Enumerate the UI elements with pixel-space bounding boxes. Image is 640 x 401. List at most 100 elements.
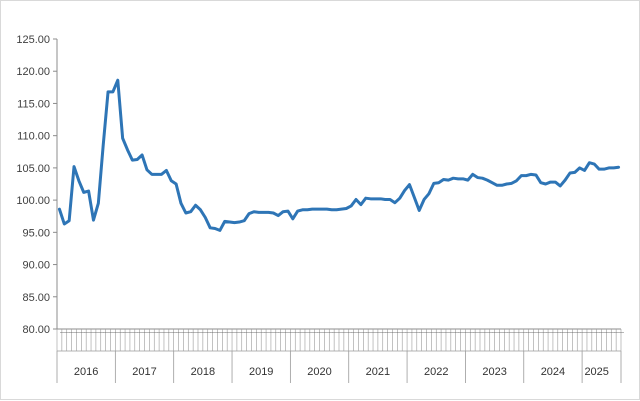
month-tick-label: |	[618, 332, 624, 333]
month-tick-label: |	[492, 332, 498, 333]
month-tick-label: |	[608, 332, 614, 333]
month-tick-label: |	[560, 332, 566, 333]
month-tick-label: |	[93, 332, 99, 333]
month-tick-label: |	[584, 332, 590, 333]
y-tick-label: 110.00	[17, 131, 50, 143]
month-tick-label: |	[365, 332, 371, 333]
month-tick-label: |	[268, 332, 274, 333]
month-tick-label: |	[156, 332, 162, 333]
month-tick-label: |	[103, 332, 109, 333]
y-tick-label: 80.00	[22, 324, 50, 336]
month-tick-label: |	[477, 332, 483, 333]
month-tick-label: |	[88, 332, 94, 333]
month-tick-label: |	[506, 332, 512, 333]
month-tick-label: |	[346, 332, 352, 333]
month-tick-label: |	[428, 332, 434, 333]
month-tick-label: |	[482, 332, 488, 333]
month-tick-label: |	[244, 332, 250, 333]
month-tick-label: |	[545, 332, 551, 333]
month-tick-label: |	[176, 332, 182, 333]
month-tick-label: |	[273, 332, 279, 333]
month-tick-label: |	[137, 332, 143, 333]
month-tick-label: |	[462, 332, 468, 333]
month-tick-label: |	[385, 332, 391, 333]
month-tick-label: |	[419, 332, 425, 333]
month-tick-label: |	[219, 332, 225, 333]
month-tick-label: |	[190, 332, 196, 333]
year-label: 2018	[191, 366, 215, 378]
month-tick-label: |	[394, 332, 400, 333]
month-tick-label: |	[292, 332, 298, 333]
year-label: 2025	[584, 366, 608, 378]
month-tick-label: |	[142, 332, 148, 333]
series-layer	[57, 78, 621, 232]
year-label: 2016	[74, 366, 98, 378]
month-tick-label: |	[438, 332, 444, 333]
month-tick-label: |	[200, 332, 206, 333]
month-tick-label: |	[161, 332, 167, 333]
y-tick-label: 120.00	[16, 66, 50, 78]
month-tick-label: |	[127, 332, 133, 333]
month-tick-label: |	[399, 332, 405, 333]
y-tick-label: 95.00	[22, 227, 50, 239]
y-tick-label: 90.00	[22, 260, 50, 272]
month-tick-label: |	[380, 332, 386, 333]
month-tick-label: |	[569, 332, 575, 333]
month-tick-label: |	[287, 332, 293, 333]
month-tick-label: |	[497, 332, 503, 333]
y-tick-label: 100.00	[16, 195, 50, 207]
month-tick-label: |	[195, 332, 201, 333]
month-tick-label: |	[599, 332, 605, 333]
month-tick-label: |	[122, 332, 128, 333]
month-tick-label: |	[229, 332, 235, 333]
month-tick-label: |	[146, 332, 152, 333]
month-tick-label: |	[249, 332, 255, 333]
month-tick-label: |	[205, 332, 211, 333]
y-axis-ticks: 80.00 85.00 90.00 95.00 100.00 105.00 110.00 11…	[16, 34, 57, 336]
month-tick-label: |	[331, 332, 337, 333]
month-tick-label: |	[540, 332, 546, 333]
month-tick-label: |	[550, 332, 556, 333]
month-tick-label: |	[613, 332, 619, 333]
month-tick-label: |	[234, 332, 240, 333]
month-tick-label: |	[321, 332, 327, 333]
month-tick-label: |	[414, 332, 420, 333]
month-tick-label: |	[151, 332, 157, 333]
month-tick-label: |	[210, 332, 216, 333]
month-tick-label: |	[132, 332, 138, 333]
axes	[56, 39, 621, 330]
month-tick-label: |	[326, 332, 332, 333]
month-tick-label: |	[565, 332, 571, 333]
month-tick-label: |	[224, 332, 230, 333]
month-tick-label: |	[117, 332, 123, 333]
month-tick-label: |	[83, 332, 89, 333]
month-tick-label: |	[336, 332, 342, 333]
month-tick-label: |	[526, 332, 532, 333]
month-tick-label: |	[112, 332, 118, 333]
month-tick-label: |	[253, 332, 259, 333]
month-tick-label: |	[180, 332, 186, 333]
month-tick-label: |	[64, 332, 70, 333]
year-label: 2023	[482, 366, 506, 378]
month-tick-label: |	[239, 332, 245, 333]
month-tick-label: |	[78, 332, 84, 333]
month-tick-label: |	[521, 332, 527, 333]
month-tick-label: |	[375, 332, 381, 333]
month-tick-label: |	[433, 332, 439, 333]
month-tick-label: |	[317, 332, 323, 333]
month-tick-label: |	[360, 332, 366, 333]
month-tick-label: |	[356, 332, 362, 333]
month-tick-label: |	[307, 332, 313, 333]
y-tick-label: 85.00	[22, 292, 50, 304]
month-tick-label: |	[472, 332, 478, 333]
month-tick-label: |	[443, 332, 449, 333]
year-label: 2017	[132, 366, 156, 378]
month-tick-label: |	[166, 332, 172, 333]
month-tick-label: |	[589, 332, 595, 333]
series-line	[57, 78, 621, 232]
y-tick-label: 115.00	[17, 98, 50, 110]
month-tick-label: |	[458, 332, 464, 333]
month-tick-label: |	[467, 332, 473, 333]
